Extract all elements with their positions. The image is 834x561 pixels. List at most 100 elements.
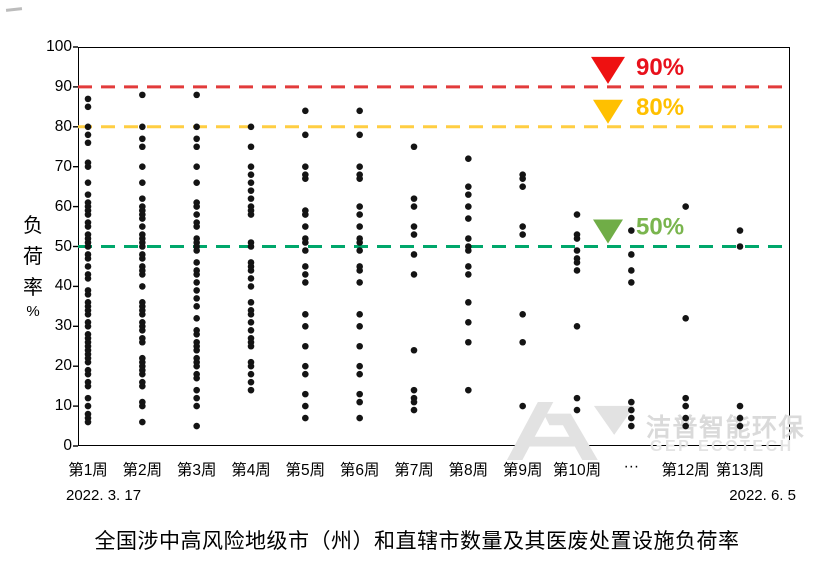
x-tick-label: 第4周 xyxy=(231,462,271,479)
data-point xyxy=(84,291,92,298)
data-point xyxy=(736,414,744,422)
data-point xyxy=(356,267,363,274)
data-point xyxy=(84,370,92,378)
data-point xyxy=(465,203,472,210)
data-point xyxy=(410,398,418,406)
data-point xyxy=(193,402,200,410)
data-point xyxy=(139,402,146,410)
x-axis-start-date: 2022. 3. 17 xyxy=(66,487,142,504)
data-point xyxy=(193,295,200,302)
data-point xyxy=(356,247,363,254)
data-point xyxy=(465,155,472,163)
data-point xyxy=(682,315,689,322)
data-point xyxy=(465,386,472,394)
data-point xyxy=(139,283,146,290)
data-point xyxy=(356,163,363,170)
data-point xyxy=(247,123,255,131)
data-point xyxy=(247,187,255,194)
data-point xyxy=(519,183,526,190)
data-point xyxy=(139,370,146,378)
data-point xyxy=(247,311,255,318)
data-point xyxy=(682,394,689,402)
data-point xyxy=(302,239,309,246)
data-point xyxy=(84,402,92,410)
data-point xyxy=(84,103,92,111)
data-point xyxy=(356,398,363,406)
data-point xyxy=(519,223,526,230)
x-tick-label: 第3周 xyxy=(176,462,217,479)
data-point xyxy=(682,203,689,210)
data-point xyxy=(628,414,635,422)
data-point xyxy=(410,195,418,202)
data-point xyxy=(139,243,146,250)
data-point xyxy=(139,215,146,222)
data-point xyxy=(193,223,200,230)
data-point xyxy=(356,223,363,230)
data-point xyxy=(84,418,92,426)
data-point xyxy=(139,135,146,143)
data-point xyxy=(573,394,581,402)
data-point xyxy=(247,211,255,218)
data-point xyxy=(193,163,200,170)
data-point xyxy=(193,211,200,218)
data-point xyxy=(628,251,635,258)
data-point xyxy=(302,362,309,370)
data-point xyxy=(302,131,309,139)
data-point xyxy=(247,370,255,378)
data-point xyxy=(193,91,200,99)
x-tick-label: 第10周 xyxy=(552,462,602,479)
data-point xyxy=(736,243,744,250)
data-point xyxy=(573,267,581,274)
data-point xyxy=(84,211,92,218)
x-tick-label: 第2周 xyxy=(122,462,163,479)
data-point xyxy=(682,414,689,422)
data-point xyxy=(193,143,200,151)
data-point xyxy=(139,382,146,390)
data-point xyxy=(247,275,255,282)
data-point xyxy=(302,247,309,254)
y-tick-label: 10 xyxy=(54,397,72,415)
data-point xyxy=(247,143,255,151)
data-point xyxy=(84,243,92,250)
data-point xyxy=(573,323,581,330)
data-point xyxy=(193,386,200,394)
data-point xyxy=(193,279,200,286)
data-point xyxy=(410,143,418,151)
data-point xyxy=(84,95,92,103)
data-point xyxy=(139,163,146,170)
y-tick-label: 100 xyxy=(46,38,72,55)
data-point xyxy=(302,279,309,286)
data-point xyxy=(247,179,255,186)
data-point xyxy=(139,223,146,230)
y-axis-unit-label: % xyxy=(26,303,40,320)
data-point xyxy=(302,163,309,170)
data-point xyxy=(356,342,363,350)
data-point xyxy=(193,330,200,338)
x-tick-label: 第8周 xyxy=(448,462,489,479)
data-point xyxy=(139,271,146,278)
data-point xyxy=(465,235,472,242)
data-point xyxy=(193,394,200,402)
data-point xyxy=(247,171,255,178)
data-point xyxy=(247,243,255,250)
threshold-marker-90 xyxy=(591,56,625,84)
data-point xyxy=(410,271,418,278)
data-point xyxy=(193,203,200,210)
data-point xyxy=(302,414,309,422)
data-point xyxy=(356,107,363,115)
data-point xyxy=(628,267,635,274)
data-point xyxy=(519,311,526,318)
data-point xyxy=(247,319,255,326)
data-point xyxy=(302,263,309,270)
data-point xyxy=(247,378,255,386)
data-point xyxy=(193,179,200,186)
data-point xyxy=(410,231,418,238)
data-point xyxy=(465,299,472,306)
threshold-label-80: 80% xyxy=(636,94,684,121)
x-axis-end-date: 2022. 6. 5 xyxy=(729,487,796,504)
y-tick-label: 50 xyxy=(54,237,72,255)
chart-title: 全国涉中高风险地级市（州）和直辖市数量及其医废处置设施负荷率 xyxy=(94,530,740,553)
data-point xyxy=(193,374,200,382)
